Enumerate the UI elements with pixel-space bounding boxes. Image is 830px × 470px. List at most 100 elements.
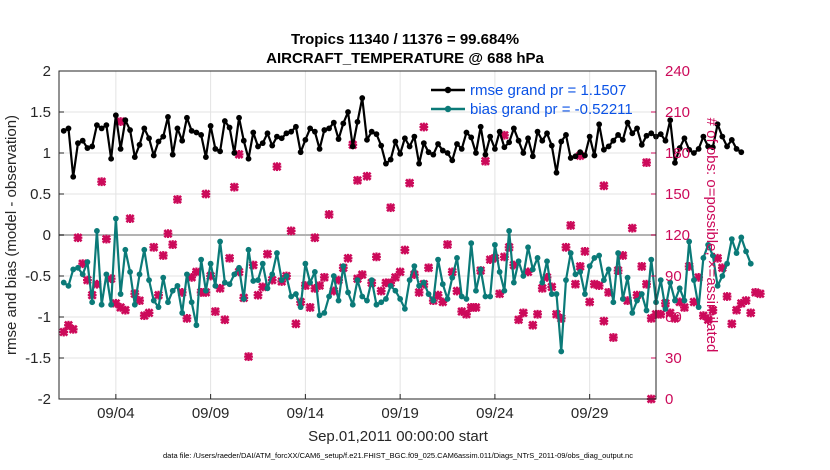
bias-point [676, 285, 683, 292]
rmse-point [392, 138, 399, 145]
bias-point [728, 236, 735, 243]
bias-point [691, 277, 697, 283]
rmse-point [719, 133, 726, 140]
bias-point [719, 273, 726, 279]
assimilated-marker [68, 324, 78, 334]
assimilated-marker [405, 178, 415, 188]
bias-point [321, 310, 328, 316]
y-tick-label-left: -1.5 [25, 350, 51, 367]
assimilated-marker [400, 245, 410, 255]
rmse-point [681, 135, 688, 142]
rmse-point [596, 121, 603, 128]
rmse-point [383, 160, 389, 167]
assimilated-marker [443, 240, 453, 250]
rmse-point [245, 155, 252, 162]
bias-point [496, 269, 503, 275]
rmse-point [572, 153, 579, 160]
bias-point [454, 255, 460, 261]
bias-point [544, 258, 550, 265]
bias-point [501, 287, 508, 294]
y-axis-label-right: # of obs: o=possible; ×=assimilated [703, 118, 720, 353]
y-tick-label-left: -0.5 [25, 268, 51, 285]
bias-point [563, 277, 569, 283]
bias-point [349, 301, 356, 308]
assimilated-marker [746, 308, 756, 318]
rmse-point [84, 145, 91, 151]
rmse-point [202, 154, 209, 161]
legend-rmse-marker [444, 86, 452, 94]
bias-point [605, 266, 612, 273]
rmse-point [629, 130, 636, 137]
assimilated-marker [608, 332, 618, 343]
rmse-point [454, 141, 460, 147]
bias-point [368, 277, 375, 283]
y-tick-label-right: 90 [665, 268, 682, 285]
rmse-point [221, 118, 228, 124]
rmse-point [510, 125, 517, 132]
rmse-point [217, 148, 223, 155]
rmse-point [492, 146, 498, 152]
bias-point [449, 274, 456, 281]
rmse-point [335, 136, 342, 142]
assimilated-marker [533, 309, 543, 319]
rmse-point [477, 123, 484, 130]
bias-point [117, 291, 124, 297]
bias-point [179, 310, 186, 316]
rmse-point [600, 146, 607, 153]
legend: rmse grand pr = 1.1507 bias grand pr = -… [431, 82, 633, 118]
y-tick-label-right: 30 [665, 350, 682, 367]
x-axis-label: Sep.01,2011 00:00:00 start [308, 428, 489, 445]
assimilated-marker [698, 311, 708, 321]
y-tick-label-left: 1 [43, 145, 51, 162]
rmse-point [212, 146, 219, 152]
bias-point [539, 279, 546, 286]
rmse-point [231, 150, 238, 156]
rmse-point [458, 146, 465, 152]
bias-point [240, 296, 247, 302]
rmse-point [79, 137, 86, 144]
rmse-point [293, 123, 299, 130]
bias-point [364, 297, 370, 304]
assimilated-marker [291, 319, 301, 329]
assimilated-marker [732, 305, 742, 315]
bias-point [439, 281, 446, 288]
assimilated-marker [262, 249, 272, 259]
rmse-point [240, 137, 247, 144]
bias-point [520, 273, 527, 279]
rmse-point [330, 119, 337, 126]
bias-point [326, 293, 332, 300]
rmse-point [615, 132, 621, 138]
bias-point [600, 277, 607, 283]
assimilated-marker [286, 226, 296, 236]
rmse-point [103, 122, 110, 129]
bias-point [330, 273, 337, 279]
data-file-footer: data file: /Users/raeder/DAI/ATM_forcXX/… [163, 451, 633, 460]
rmse-point [548, 142, 555, 149]
assimilated-marker [570, 279, 580, 289]
x-tick-label: 09/29 [571, 405, 609, 422]
bias-point [94, 228, 100, 234]
bias-point [638, 291, 645, 297]
bias-point [127, 269, 133, 275]
bias-point [378, 299, 385, 306]
bias-point [686, 238, 693, 245]
bias-point [311, 269, 318, 275]
bias-point [264, 285, 271, 292]
bias-point [510, 279, 517, 286]
rmse-point [449, 157, 456, 164]
bias-point [103, 271, 110, 278]
bias-point [435, 256, 441, 263]
y-tick-label-left: 2 [43, 63, 51, 80]
rmse-point [558, 138, 565, 145]
bias-point [155, 304, 162, 311]
rmse-point [179, 137, 186, 144]
plot-frame [58, 70, 657, 400]
legend-bias-marker [444, 105, 452, 113]
rmse-point [496, 128, 503, 135]
bias-point [193, 322, 200, 329]
assimilated-marker [272, 162, 282, 172]
rmse-point [591, 152, 598, 159]
rmse-point [321, 127, 328, 133]
bias-point [108, 301, 115, 308]
rmse-point [311, 128, 318, 135]
